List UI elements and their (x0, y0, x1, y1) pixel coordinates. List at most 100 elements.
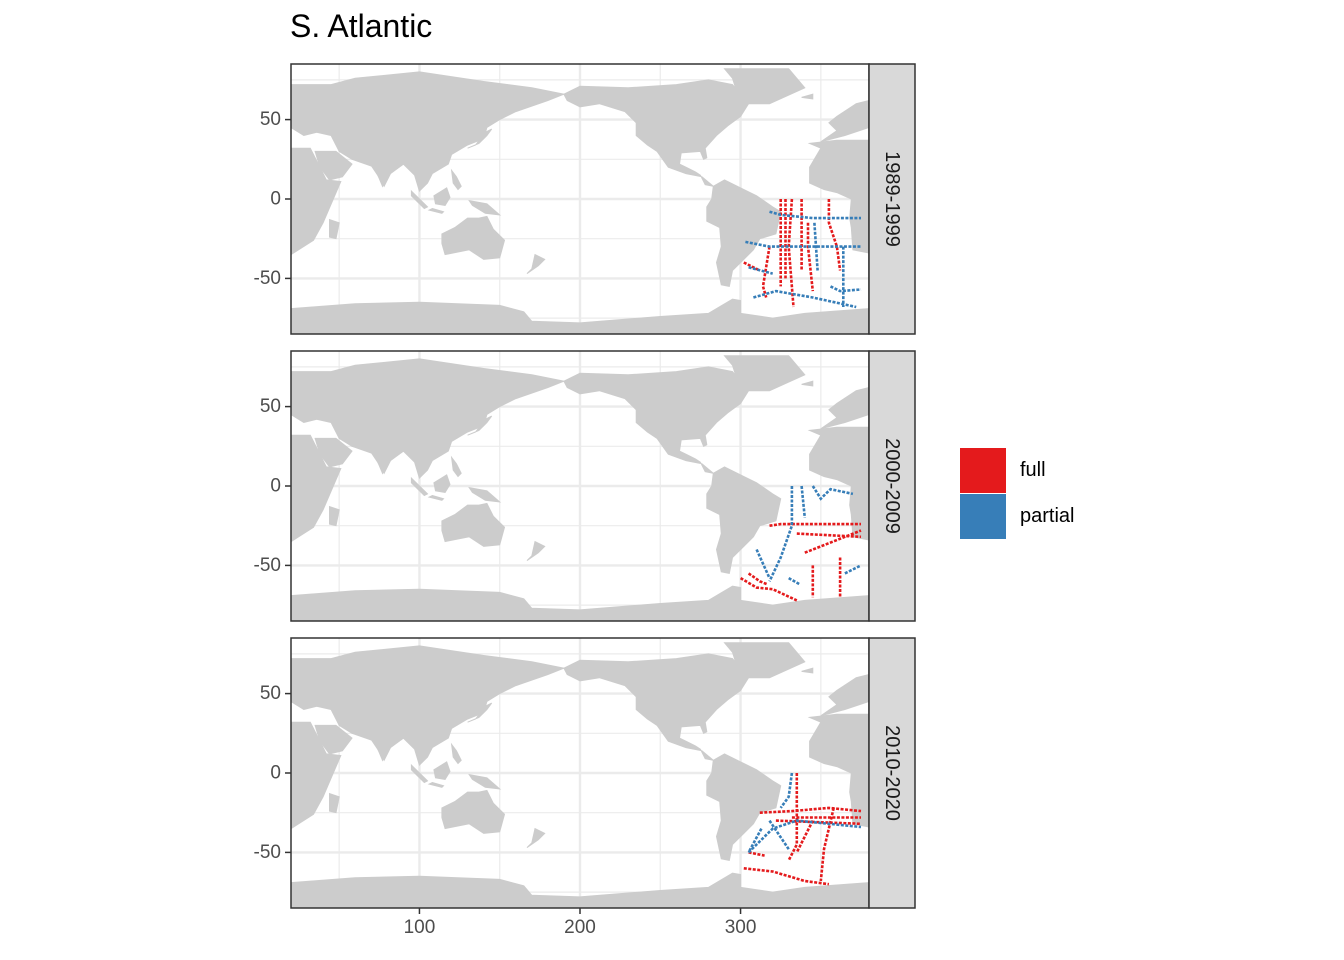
land-indonesia-1 (410, 189, 429, 210)
landmass-layer (291, 642, 869, 908)
track-partial (779, 772, 794, 809)
land-greenland (723, 642, 806, 679)
track-partial (747, 827, 763, 854)
track-partial (844, 564, 862, 575)
facet-strip-label: 1989-1999 (881, 151, 903, 247)
track-partial (800, 485, 807, 518)
land-indonesia-1 (410, 763, 429, 784)
track-partial (745, 240, 861, 248)
track-full (743, 261, 761, 272)
land-africa-west (807, 713, 869, 828)
land-africa-west (807, 426, 869, 541)
land-south-asia-bulge (367, 150, 405, 188)
land-europe-west (820, 673, 869, 717)
land-africa-east (291, 147, 342, 256)
y-tick-label: 0 (270, 476, 281, 497)
y-tick-label: 50 (260, 396, 281, 417)
land-south-america (706, 179, 782, 287)
x-tick-label: 300 (725, 917, 757, 938)
land-iceland (801, 380, 814, 387)
land-australia (441, 502, 506, 547)
track-full (769, 522, 861, 527)
y-tick-label: -50 (254, 268, 281, 289)
y-tick-label: -50 (254, 555, 281, 576)
land-antarctica (291, 872, 869, 908)
land-indonesia-2 (427, 781, 445, 788)
land-japan (467, 128, 493, 149)
land-madagascar (329, 505, 340, 527)
track-partial (755, 548, 771, 579)
track-full (804, 529, 862, 554)
track-layer (743, 772, 862, 886)
facet-strip-label: 2010-2020 (881, 725, 903, 821)
land-madagascar (329, 218, 340, 240)
track-full (827, 199, 842, 271)
y-axis: 50 0 -50 (254, 683, 291, 863)
land-borneo (433, 187, 451, 206)
y-tick-label: 0 (270, 763, 281, 784)
map-panel-1989-1999: 1989-1999 50 0 -50 (254, 63, 916, 335)
track-partial (747, 819, 862, 854)
y-tick-label: -50 (254, 842, 281, 863)
land-new-zealand (526, 827, 546, 849)
x-tick-label: 100 (404, 917, 436, 938)
land-africa-west (807, 139, 869, 254)
land-philippines (450, 455, 462, 478)
x-tick-label: 200 (564, 917, 596, 938)
facet-strip: 1989-1999 (868, 63, 916, 335)
land-australia (441, 789, 506, 834)
land-japan (467, 415, 493, 436)
landmass-layer (291, 355, 869, 621)
y-tick-label: 50 (260, 683, 281, 704)
land-japan (467, 702, 493, 723)
land-africa-east (291, 434, 342, 543)
plot-title: S. Atlantic (290, 8, 433, 44)
legend-item-partial: partial (960, 493, 1074, 539)
land-eurasia (291, 71, 566, 193)
landmass-layer (291, 68, 869, 334)
land-antarctica (291, 298, 869, 334)
facet-strip: 2000-2009 (868, 350, 916, 622)
legend: full partial (960, 447, 1074, 539)
legend-key-full (960, 447, 1006, 493)
track-full (787, 773, 799, 861)
land-philippines (450, 168, 462, 191)
facet-strip-background (868, 350, 916, 622)
track-partial (748, 266, 774, 275)
legend-label-full: full (1020, 458, 1046, 481)
land-eurasia (291, 645, 566, 767)
land-new-zealand (526, 540, 546, 562)
map-panel-2000-2009: 2000-2009 50 0 -50 (254, 350, 916, 622)
track-partial (768, 819, 790, 850)
land-south-america (706, 753, 782, 861)
land-south-asia-bulge (367, 724, 405, 762)
track-full (748, 851, 765, 857)
track-partial (813, 222, 819, 271)
land-antarctica (291, 585, 869, 621)
land-new-guinea (468, 486, 502, 503)
legend-item-full: full (960, 447, 1074, 493)
y-tick-label: 0 (270, 189, 281, 210)
land-greenland (723, 68, 806, 105)
track-partial (768, 486, 794, 582)
land-south-asia-bulge (367, 437, 405, 475)
y-tick-label: 50 (260, 109, 281, 130)
land-eurasia (291, 358, 566, 480)
track-partial (829, 285, 862, 293)
track-full (795, 820, 814, 853)
land-philippines (450, 742, 462, 765)
track-layer (743, 198, 862, 309)
land-borneo (433, 761, 451, 780)
legend-label-partial: partial (1020, 504, 1075, 527)
track-full (743, 867, 830, 886)
track-full (775, 819, 862, 826)
land-iceland (801, 93, 814, 100)
facet-strip-label: 2000-2009 (881, 438, 903, 534)
land-indonesia-1 (410, 476, 429, 497)
land-new-zealand (526, 253, 546, 275)
land-madagascar (329, 792, 340, 814)
land-indonesia-2 (427, 494, 445, 501)
map-panel-2010-2020: 2010-2020 50 0 -50 100 200 300 (254, 637, 916, 938)
track-full (819, 807, 835, 882)
